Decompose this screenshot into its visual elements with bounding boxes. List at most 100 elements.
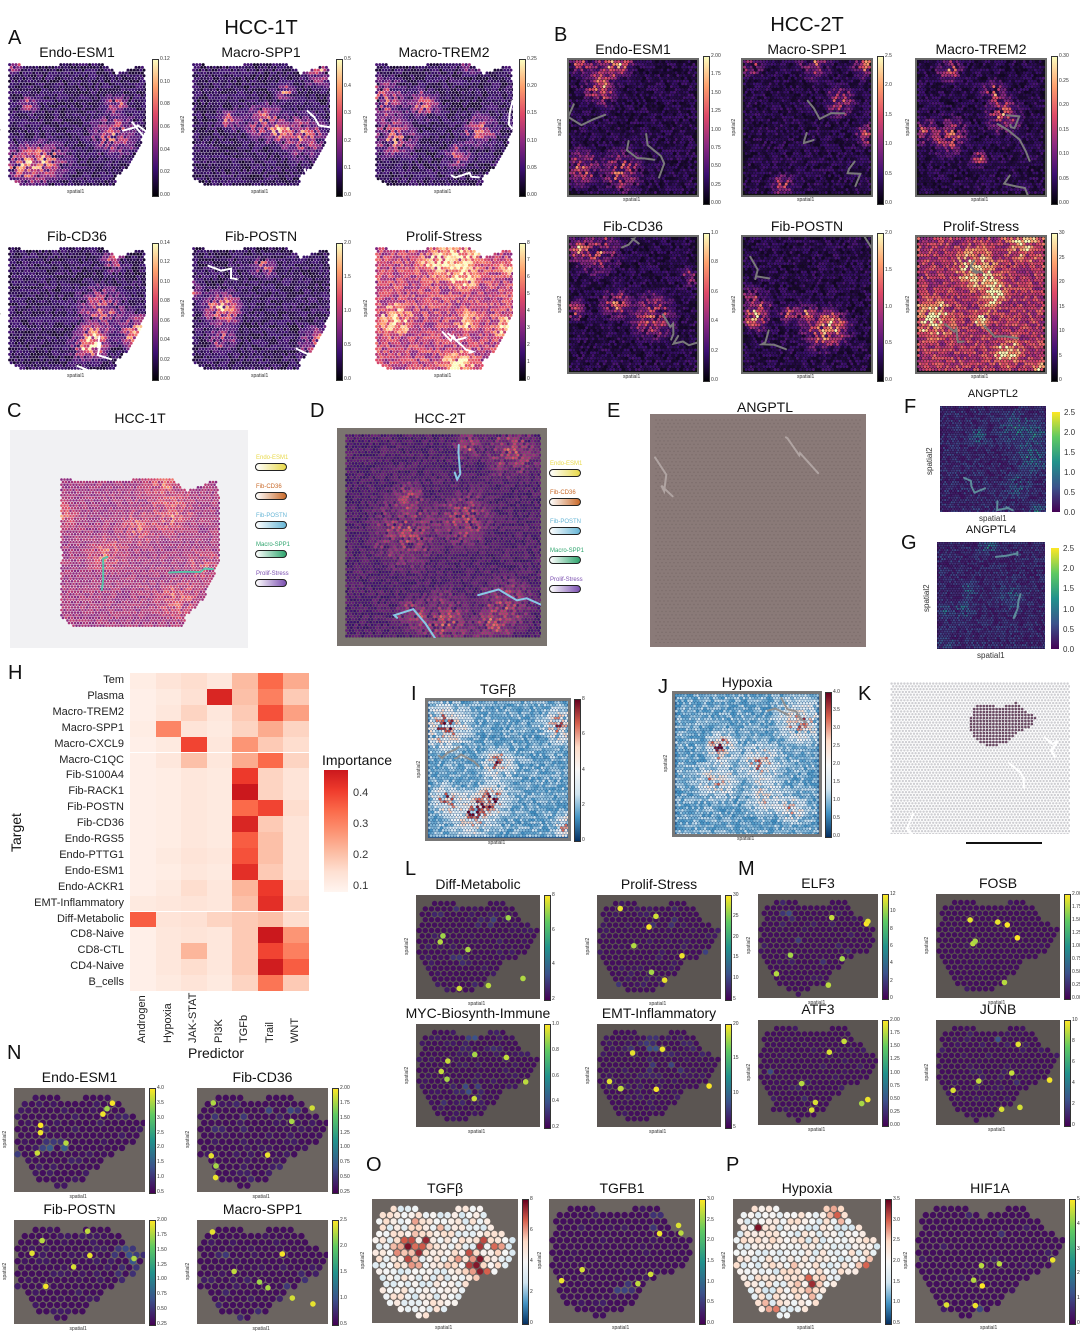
spot: [32, 82, 36, 86]
spot: [81, 146, 85, 150]
spot: [248, 166, 252, 170]
spot: [447, 154, 451, 158]
spot: [495, 88, 499, 92]
spot: [38, 160, 42, 164]
spot: [477, 146, 481, 150]
spot: [235, 88, 239, 92]
spot: [46, 174, 50, 178]
spot: [203, 182, 207, 186]
spot: [24, 118, 28, 122]
spot: [275, 157, 279, 161]
spot: [267, 71, 271, 75]
spot: [307, 152, 311, 156]
spot: [402, 149, 406, 153]
spot: [230, 118, 234, 122]
spot: [193, 154, 197, 158]
spot: [227, 152, 231, 156]
spot: [14, 79, 18, 83]
spot: [94, 135, 98, 139]
spot: [286, 82, 290, 86]
spot: [387, 74, 391, 78]
spot: [482, 104, 486, 108]
spot: [243, 124, 247, 128]
spot: [270, 77, 274, 81]
spot: [49, 180, 53, 184]
spot: [448, 157, 452, 161]
spot: [447, 65, 451, 69]
spot: [220, 90, 224, 94]
spot: [435, 157, 439, 161]
spot: [88, 107, 92, 111]
spot: [292, 166, 296, 170]
spot: [475, 82, 479, 86]
spot: [389, 127, 393, 131]
spot: [219, 88, 223, 92]
spot: [52, 129, 56, 133]
spot: [84, 102, 88, 106]
spot: [240, 107, 244, 111]
spot: [108, 182, 112, 186]
spot: [203, 132, 207, 136]
spot: [57, 121, 61, 125]
spot: [463, 132, 467, 136]
spot: [107, 96, 111, 100]
spot: [235, 160, 239, 164]
spot: [244, 77, 248, 81]
spot: [387, 135, 391, 139]
spot: [243, 63, 247, 67]
spot: [233, 157, 237, 161]
spot: [291, 135, 295, 139]
spot: [434, 93, 438, 97]
spot: [284, 74, 288, 78]
spot: [44, 138, 48, 142]
spot: [400, 152, 404, 156]
spot: [487, 135, 491, 139]
spot: [448, 85, 452, 89]
spot: [443, 127, 447, 131]
spot: [131, 71, 135, 75]
spot: [499, 124, 503, 128]
spot: [511, 93, 513, 97]
spot: [200, 82, 204, 86]
spot: [60, 121, 64, 125]
spot: [299, 77, 303, 81]
spot: [49, 90, 53, 94]
spot: [121, 132, 125, 136]
spot: [326, 107, 330, 111]
spot: [83, 160, 87, 164]
spot: [488, 149, 492, 153]
spot: [315, 149, 319, 153]
spot: [304, 102, 308, 106]
spot: [284, 163, 288, 167]
spot: [220, 180, 224, 184]
spot: [466, 132, 470, 136]
spot: [195, 102, 199, 106]
spot: [94, 74, 98, 78]
spot: [204, 113, 208, 117]
spot: [431, 82, 435, 86]
spot: [259, 68, 263, 72]
spot: [490, 124, 494, 128]
spot: [96, 93, 100, 97]
spot: [244, 71, 248, 75]
spot: [320, 96, 324, 100]
spot: [265, 85, 269, 89]
spot: [24, 152, 28, 156]
spot: [206, 132, 210, 136]
spot: [32, 77, 36, 81]
spot: [121, 82, 125, 86]
spot: [495, 115, 499, 119]
spot: [206, 149, 210, 153]
spot: [136, 68, 140, 72]
spot: [11, 146, 15, 150]
spot: [116, 118, 120, 122]
spot: [292, 93, 296, 97]
spot: [288, 113, 292, 117]
spot: [435, 113, 439, 117]
spot: [137, 77, 141, 81]
spot: [126, 90, 130, 94]
spot: [416, 141, 420, 145]
spot: [97, 102, 101, 106]
spot: [227, 74, 231, 78]
spot: [272, 146, 276, 150]
